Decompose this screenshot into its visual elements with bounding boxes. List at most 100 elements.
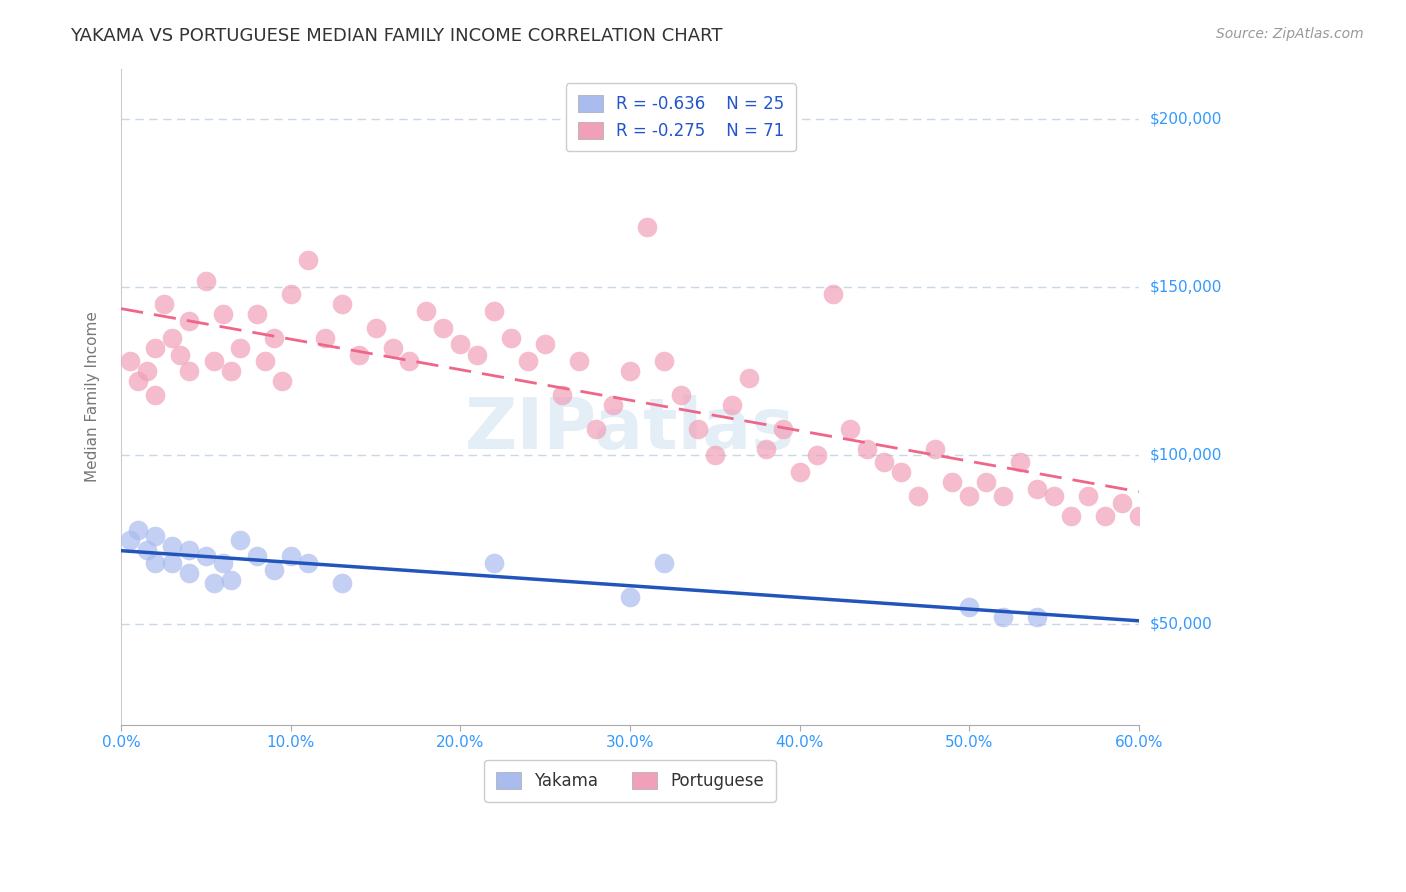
Point [160, 556, 183, 570]
Point [1026, 482, 1049, 496]
Point [118, 354, 141, 368]
Point [246, 307, 269, 321]
Point [177, 314, 200, 328]
Point [957, 489, 980, 503]
Point [432, 320, 454, 334]
Point [152, 297, 174, 311]
Point [585, 421, 607, 435]
Point [297, 556, 319, 570]
Point [204, 576, 226, 591]
Point [703, 449, 725, 463]
Point [381, 341, 404, 355]
Point [135, 364, 157, 378]
Point [1128, 509, 1150, 524]
Point [398, 354, 420, 368]
Text: ZIPatlas: ZIPatlas [465, 395, 794, 464]
Point [772, 421, 794, 435]
Point [924, 442, 946, 456]
Point [890, 465, 912, 479]
Point [229, 341, 252, 355]
Point [1060, 509, 1083, 524]
Point [212, 307, 235, 321]
Point [177, 542, 200, 557]
Text: YAKAMA VS PORTUGUESE MEDIAN FAMILY INCOME CORRELATION CHART: YAKAMA VS PORTUGUESE MEDIAN FAMILY INCOM… [70, 27, 723, 45]
Point [330, 576, 353, 591]
Point [517, 354, 540, 368]
Point [347, 347, 370, 361]
Point [212, 556, 235, 570]
Point [160, 331, 183, 345]
Point [501, 331, 523, 345]
Point [160, 539, 183, 553]
Y-axis label: Median Family Income: Median Family Income [86, 311, 100, 482]
Point [1010, 455, 1032, 469]
Point [602, 398, 624, 412]
Point [330, 297, 353, 311]
Point [652, 354, 675, 368]
Point [1111, 495, 1133, 509]
Point [221, 573, 243, 587]
Point [127, 375, 149, 389]
Point [873, 455, 896, 469]
Point [823, 287, 845, 301]
Point [652, 556, 675, 570]
Point [484, 556, 506, 570]
Point [169, 347, 191, 361]
Point [636, 219, 658, 234]
Point [297, 253, 319, 268]
Point [280, 549, 302, 564]
Point [263, 563, 285, 577]
Point [449, 337, 471, 351]
Point [907, 489, 929, 503]
Point [177, 566, 200, 581]
Point [143, 341, 166, 355]
Point [194, 549, 217, 564]
Point [551, 388, 574, 402]
Point [568, 354, 591, 368]
Point [839, 421, 862, 435]
Point [254, 354, 277, 368]
Point [789, 465, 811, 479]
Point [974, 475, 997, 490]
Point [619, 590, 641, 604]
Legend: Yakama, Portuguese: Yakama, Portuguese [485, 760, 776, 802]
Text: $50,000: $50,000 [1150, 616, 1212, 632]
Point [1043, 489, 1066, 503]
Point [484, 303, 506, 318]
Point [177, 364, 200, 378]
Point [194, 273, 217, 287]
Point [280, 287, 302, 301]
Point [755, 442, 778, 456]
Point [856, 442, 879, 456]
Point [118, 533, 141, 547]
Point [229, 533, 252, 547]
Point [991, 489, 1014, 503]
Point [619, 364, 641, 378]
Point [1077, 489, 1099, 503]
Point [143, 556, 166, 570]
Point [143, 388, 166, 402]
Point [957, 599, 980, 614]
Point [737, 371, 759, 385]
Text: $200,000: $200,000 [1150, 112, 1222, 127]
Point [415, 303, 437, 318]
Point [127, 523, 149, 537]
Point [991, 610, 1014, 624]
Point [263, 331, 285, 345]
Point [364, 320, 387, 334]
Point [1026, 610, 1049, 624]
Text: $150,000: $150,000 [1150, 280, 1222, 294]
Point [806, 449, 828, 463]
Point [143, 529, 166, 543]
Point [686, 421, 709, 435]
Point [1094, 509, 1116, 524]
Point [720, 398, 742, 412]
Point [314, 331, 336, 345]
Point [669, 388, 692, 402]
Point [135, 542, 157, 557]
Point [465, 347, 488, 361]
Point [204, 354, 226, 368]
Point [534, 337, 557, 351]
Point [941, 475, 963, 490]
Point [246, 549, 269, 564]
